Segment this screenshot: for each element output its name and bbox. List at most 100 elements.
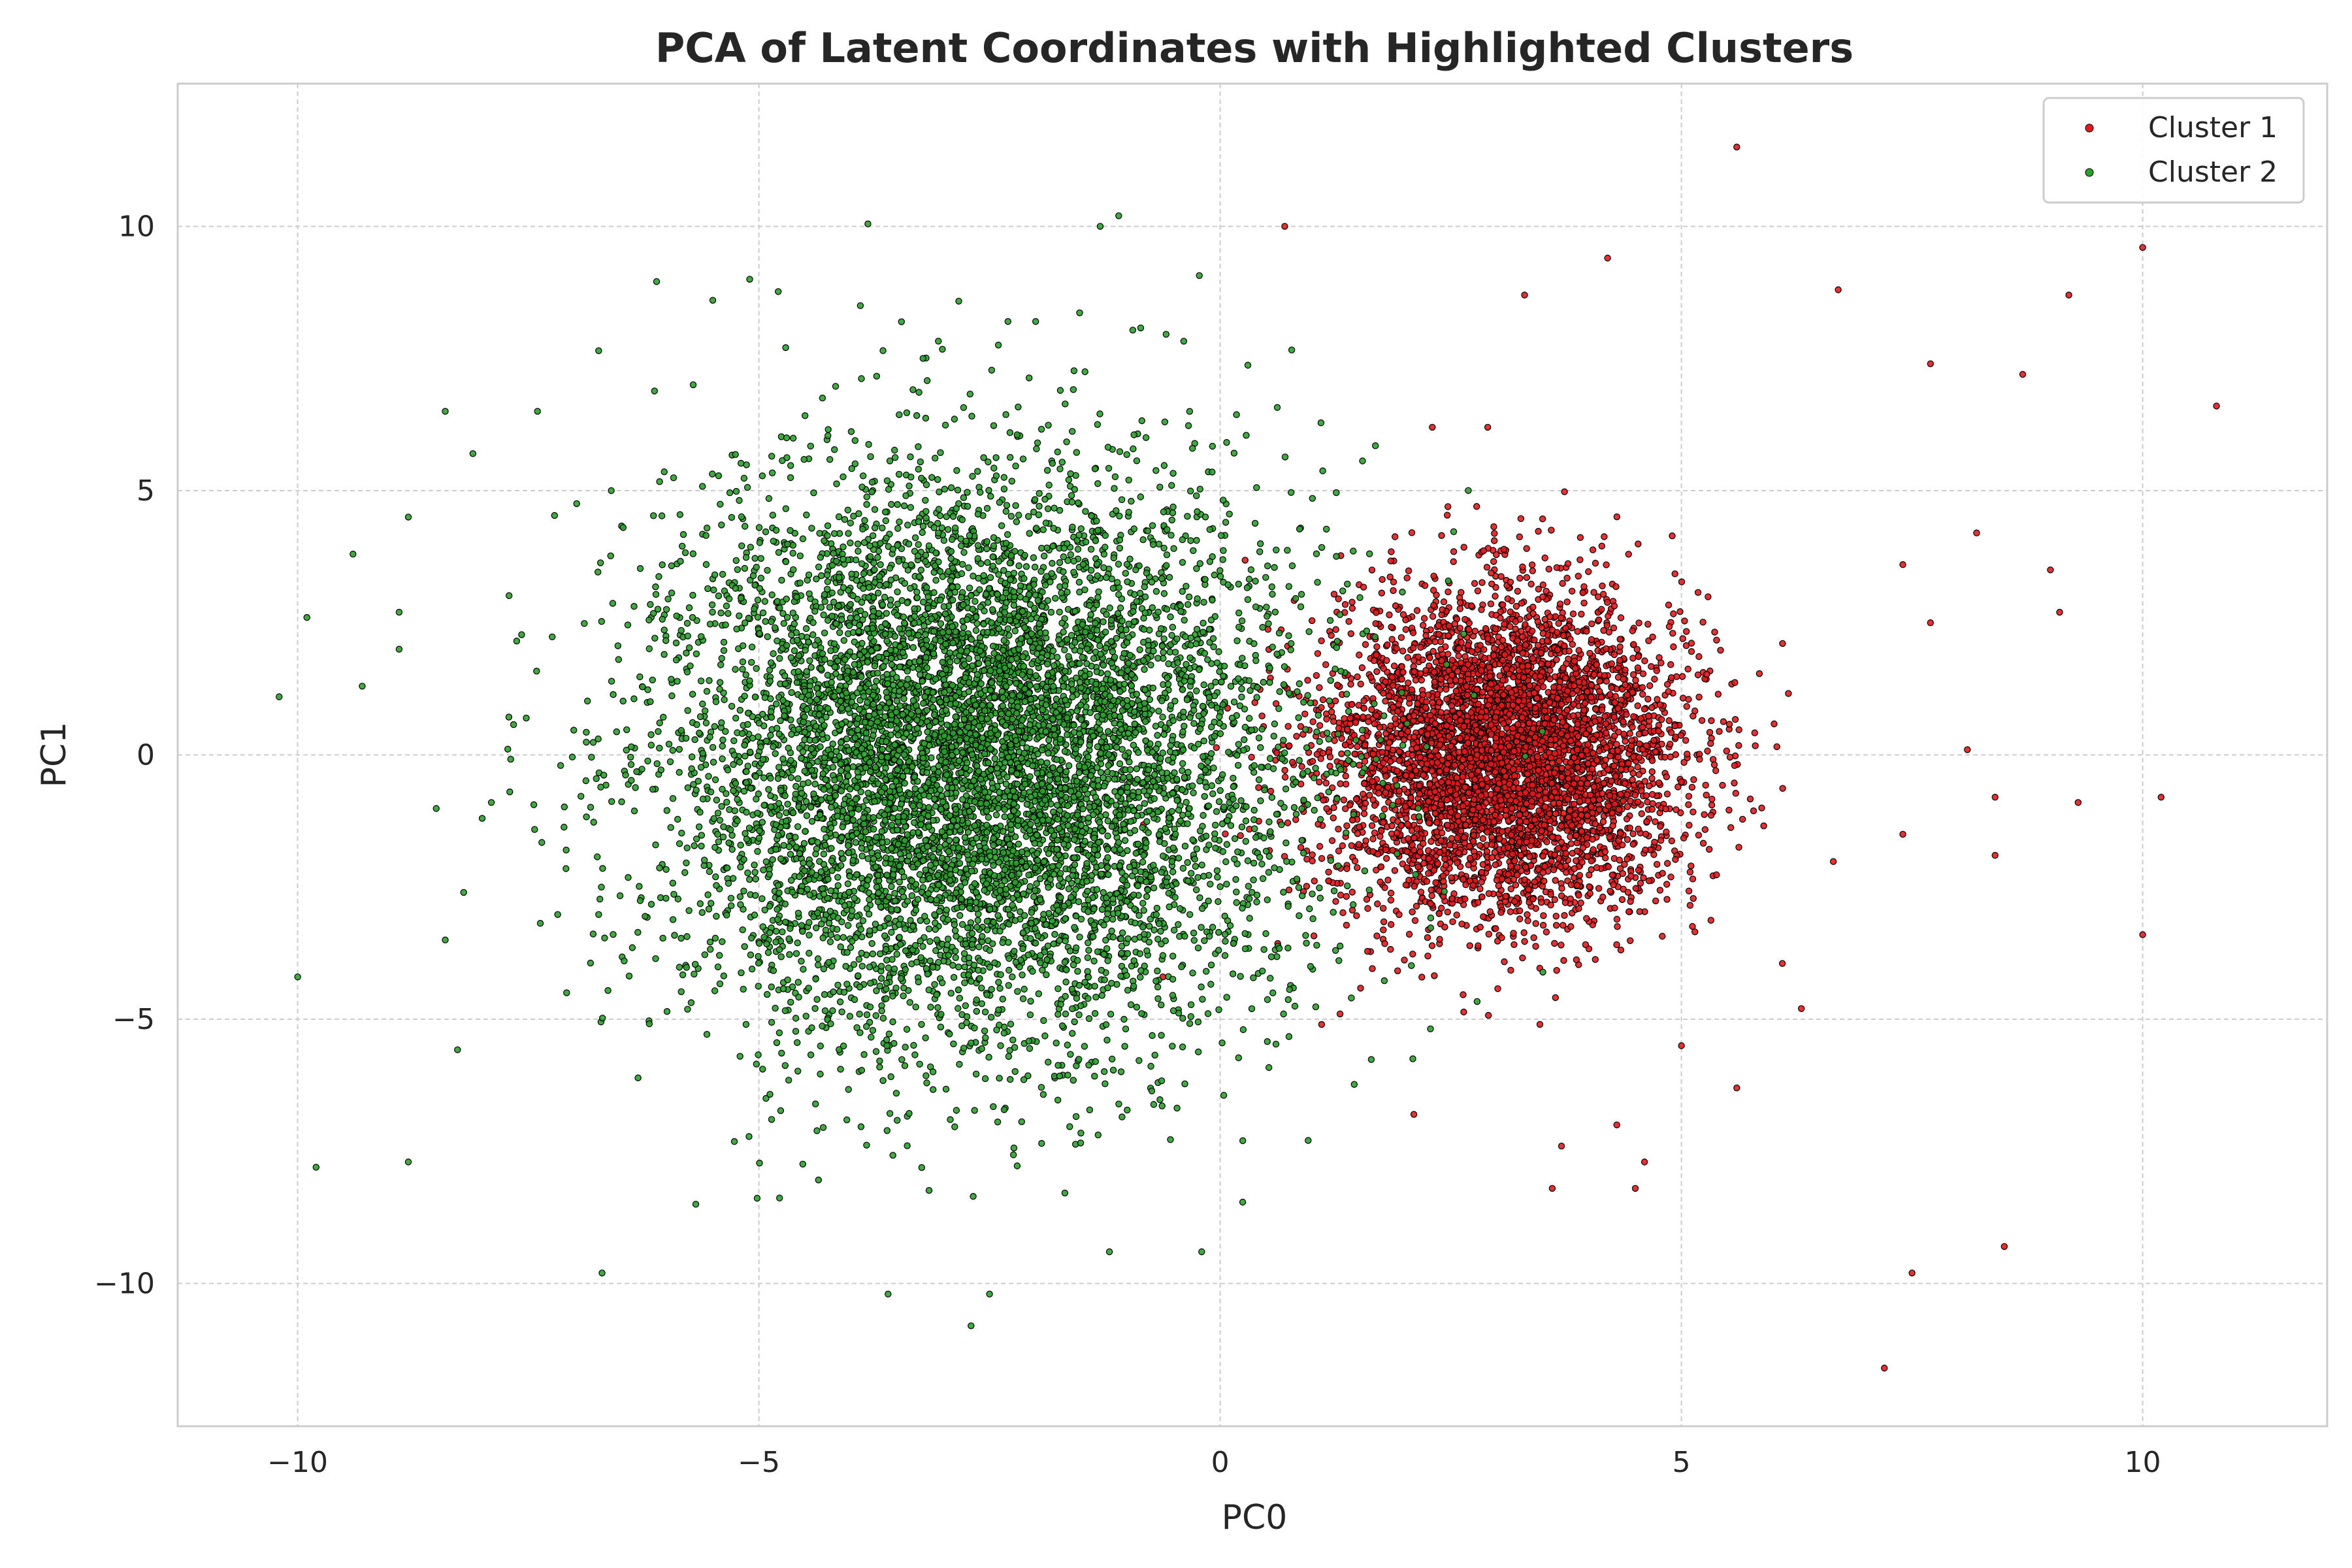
- data-point: [1682, 628, 1690, 635]
- data-point: [1451, 761, 1458, 769]
- data-point: [1528, 561, 1536, 568]
- data-point: [1636, 740, 1643, 747]
- data-point: [1455, 652, 1462, 660]
- data-point: [1500, 546, 1508, 553]
- data-point: [1297, 723, 1305, 730]
- data-point: [1485, 930, 1492, 938]
- data-point: [1437, 676, 1445, 683]
- data-point: [1485, 664, 1493, 671]
- data-point: [1535, 528, 1542, 535]
- data-point: [1603, 598, 1611, 606]
- data-point: [1348, 598, 1356, 606]
- data-point: [1457, 659, 1465, 666]
- data-point: [1445, 733, 1452, 740]
- data-point: [1672, 751, 1679, 759]
- data-point: [1505, 781, 1513, 788]
- data-point: [1382, 678, 1389, 685]
- data-point: [1335, 825, 1342, 833]
- data-point: [1634, 702, 1641, 710]
- data-point: [1571, 800, 1578, 808]
- data-point: [1520, 845, 1527, 852]
- data-point: [1440, 877, 1447, 885]
- data-point: [1481, 655, 1488, 662]
- data-point: [1472, 783, 1479, 791]
- data-point: [1386, 758, 1394, 765]
- data-point: [1410, 644, 1417, 651]
- data-point: [1723, 747, 1730, 755]
- data-point: [1394, 767, 1401, 775]
- data-point: [1477, 923, 1484, 931]
- data-point: [1420, 860, 1428, 867]
- data-point: [1423, 877, 1431, 885]
- data-point: [1538, 661, 1545, 668]
- data-point: [1568, 587, 1576, 595]
- data-point: [1592, 820, 1599, 828]
- data-point: [1739, 815, 1746, 823]
- data-point: [1616, 643, 1624, 651]
- data-point: [1605, 802, 1612, 809]
- data-point: [1657, 823, 1664, 830]
- data-point: [1708, 795, 1716, 803]
- data-point: [1499, 601, 1507, 608]
- data-point: [1531, 740, 1539, 747]
- data-point: [1494, 985, 1501, 992]
- data-point: [1539, 738, 1546, 745]
- data-point: [1417, 889, 1425, 896]
- data-point: [1440, 598, 1448, 606]
- data-point: [1455, 645, 1463, 652]
- data-point: [1365, 718, 1372, 725]
- data-point: [1574, 628, 1581, 635]
- data-point: [1360, 791, 1367, 798]
- data-point: [1629, 840, 1637, 848]
- data-point: [1699, 840, 1707, 847]
- data-point: [1357, 680, 1364, 688]
- data-point: [1573, 847, 1581, 855]
- data-point: [1635, 866, 1642, 874]
- data-point: [1652, 818, 1659, 825]
- data-point: [1368, 764, 1375, 771]
- data-point: [1663, 828, 1670, 836]
- data-point: [1487, 600, 1495, 608]
- data-point: [1594, 640, 1601, 648]
- data-point: [1380, 664, 1387, 672]
- data-point: [1309, 851, 1316, 858]
- data-point: [1550, 866, 1558, 874]
- data-point: [1559, 580, 1566, 587]
- data-point: [1679, 694, 1687, 702]
- data-point: [1353, 912, 1360, 919]
- data-point: [1682, 642, 1690, 649]
- data-point: [1520, 806, 1527, 813]
- data-point: [1584, 812, 1591, 819]
- data-point: [1433, 759, 1441, 766]
- plot-area-frame: [176, 82, 2328, 1428]
- data-point: [1551, 939, 1558, 947]
- data-point: [1492, 593, 1499, 600]
- data-point: [1517, 851, 1524, 859]
- data-point: [1421, 582, 1429, 589]
- data-point: [1570, 700, 1577, 708]
- data-point: [1622, 780, 1629, 787]
- data-point: [1454, 834, 1461, 841]
- data-point: [1374, 900, 1381, 907]
- data-point: [1682, 737, 1690, 744]
- data-point: [1555, 855, 1563, 862]
- data-point: [1448, 895, 1456, 902]
- data-point: [1507, 608, 1514, 615]
- data-point: [1584, 741, 1592, 748]
- data-point: [1413, 744, 1420, 751]
- data-point: [1423, 760, 1431, 768]
- data-point: [1499, 657, 1507, 664]
- data-point: [1362, 641, 1369, 648]
- data-point: [1626, 825, 1633, 832]
- data-point: [1330, 718, 1337, 725]
- data-point: [1462, 615, 1469, 623]
- data-point: [1599, 893, 1607, 901]
- data-point: [1403, 815, 1410, 822]
- data-point: [1460, 1008, 1467, 1016]
- data-point: [1524, 911, 1531, 919]
- data-point: [1554, 694, 1561, 702]
- data-point: [1410, 657, 1418, 664]
- data-point: [1663, 773, 1670, 781]
- data-point: [1685, 801, 1692, 808]
- data-point: [1380, 918, 1388, 926]
